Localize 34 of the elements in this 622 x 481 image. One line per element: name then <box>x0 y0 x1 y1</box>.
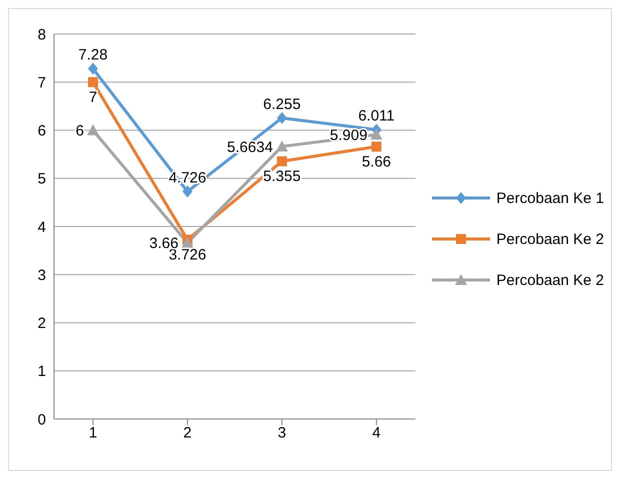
point <box>276 140 288 152</box>
x-tick-label: 3 <box>278 424 286 442</box>
data-label: 7 <box>88 88 98 106</box>
y-tick-label: 0 <box>38 411 46 428</box>
y-tick-label: 1 <box>38 363 46 380</box>
point <box>88 62 98 75</box>
point <box>276 156 287 166</box>
data-label: 5.66 <box>362 153 392 170</box>
data-label: 7.28 <box>78 46 108 64</box>
y-tick-label: 4 <box>38 218 46 236</box>
data-label: 6 <box>76 122 84 140</box>
legend-label: Percobaan Ke 2 <box>496 272 604 288</box>
legend-label: Percobaan Ke 2 <box>496 230 604 248</box>
point <box>371 142 382 152</box>
point <box>88 77 98 88</box>
point <box>276 112 287 124</box>
point <box>182 186 192 198</box>
point <box>370 128 382 140</box>
x-tick-label: 2 <box>183 424 192 442</box>
point <box>87 124 99 136</box>
legend-label: Percobaan Ke 1 <box>496 190 604 206</box>
y-tick-label: 8 <box>38 26 46 44</box>
y-tick-label: 5 <box>38 170 46 188</box>
data-label: 5.909 <box>330 126 368 144</box>
data-label: 6.255 <box>263 96 301 113</box>
data-label: 6.011 <box>358 108 395 125</box>
data-label: 5.355 <box>263 168 301 185</box>
y-tick-label: 3 <box>38 266 46 284</box>
y-tick-label: 6 <box>38 122 46 140</box>
x-tick-label: 1 <box>88 424 98 442</box>
y-tick-label: 7 <box>38 74 46 92</box>
point <box>181 236 194 248</box>
y-tick-label: 2 <box>38 315 46 332</box>
x-tick-label: 4 <box>372 424 381 442</box>
